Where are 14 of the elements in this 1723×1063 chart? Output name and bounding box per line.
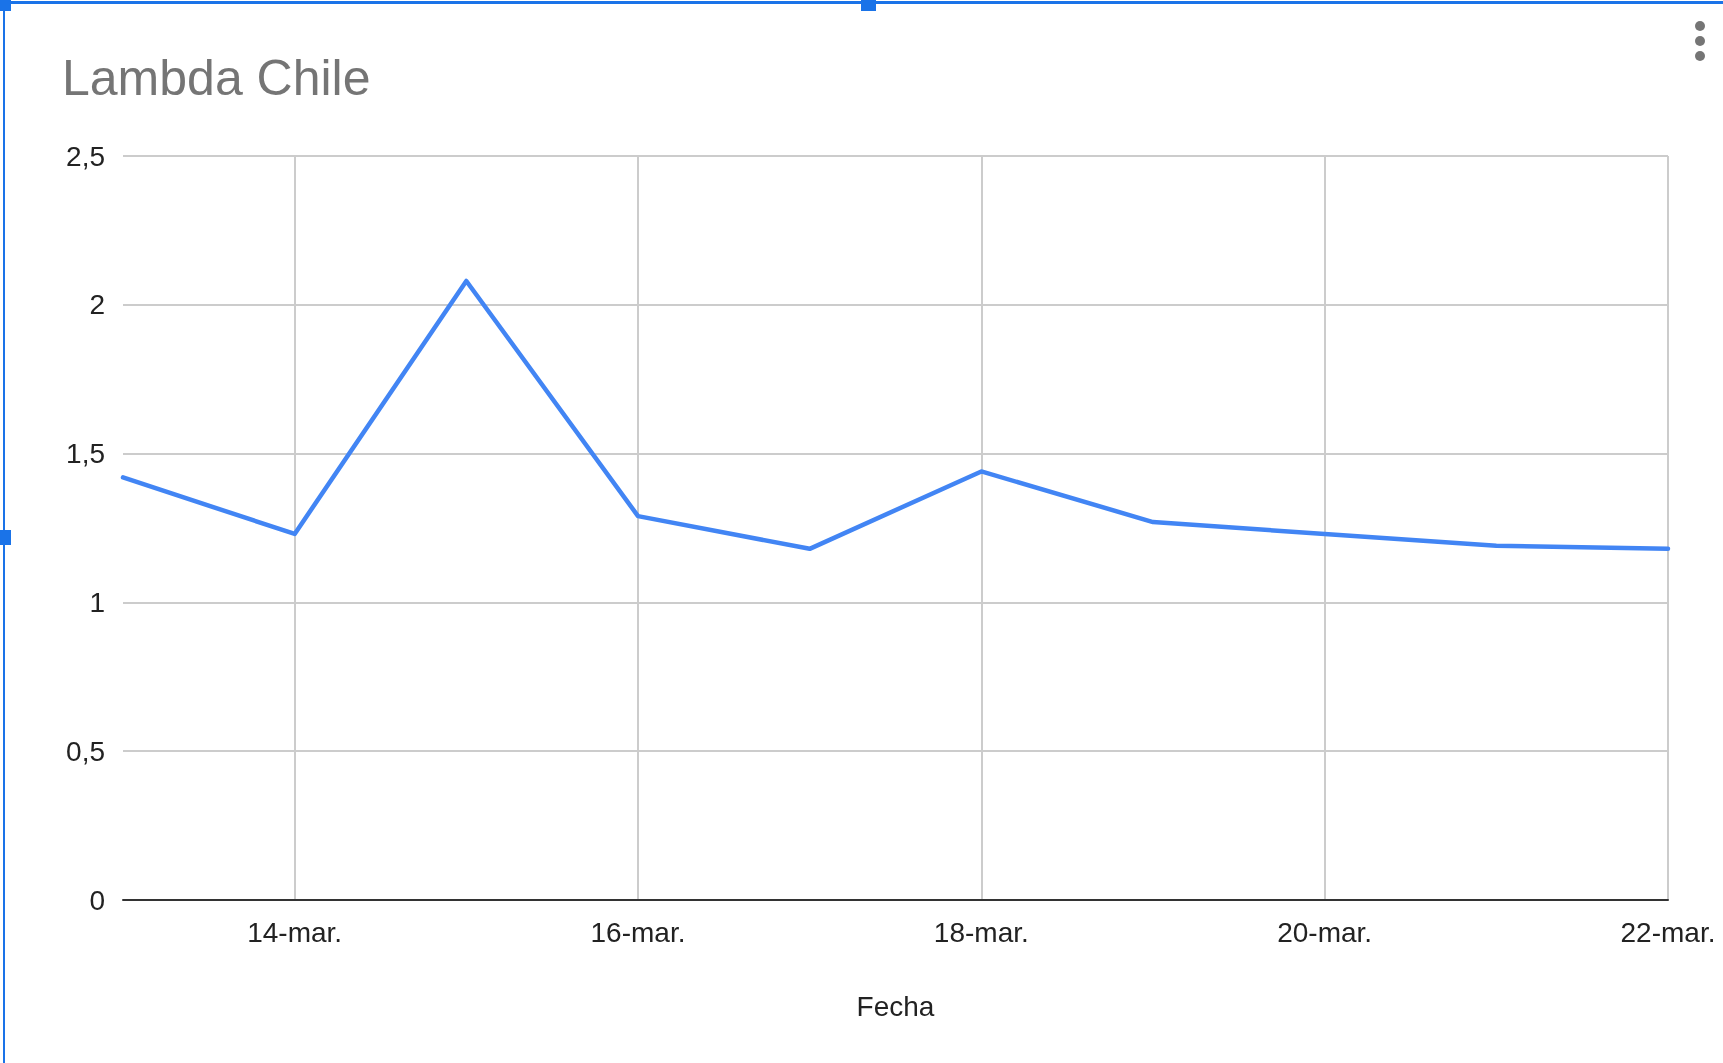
x-tick-label: 16-mar. [590,916,686,948]
y-tick-label: 0,5 [66,735,105,767]
x-tick-label: 18-mar. [933,916,1029,948]
y-tick-label: 2,5 [66,140,105,172]
y-tick-label: 1,5 [66,438,105,470]
x-tick-label: 20-mar. [1277,916,1373,948]
x-tick-label: 22-mar. [1620,916,1716,948]
x-tick-label: 14-mar. [247,916,343,948]
x-axis-title: Fecha [856,990,935,1022]
y-tick-label: 0 [89,884,105,916]
line-series [120,278,1671,552]
chart-title: Lambda Chile [62,50,371,106]
y-tick-label: 2 [89,289,105,321]
y-tick-label: 1 [89,586,105,618]
